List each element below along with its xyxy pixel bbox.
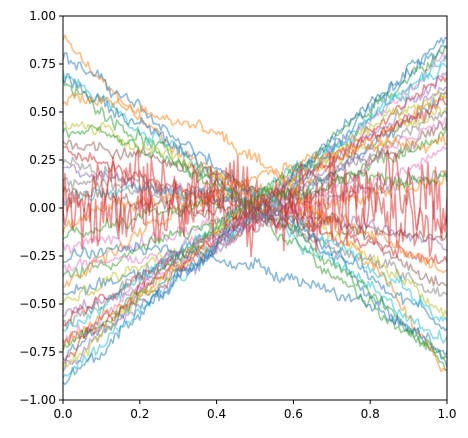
x-tick-label: 0.4 xyxy=(207,407,226,421)
y-tick-label: 0.75 xyxy=(29,57,56,71)
x-tick-label: 0.8 xyxy=(361,407,380,421)
x-tick-label: 1.0 xyxy=(437,407,456,421)
series-line-39 xyxy=(63,92,447,373)
series-line-38 xyxy=(63,145,447,252)
x-axis: 0.0 0.2 0.4 0.6 0.8 1.0 xyxy=(53,400,457,421)
y-tick-label: −0.75 xyxy=(19,345,56,359)
x-tick-label: 0.0 xyxy=(53,407,72,421)
y-axis: −1.00 −0.75 −0.50 −0.25 0.00 0.25 0.50 0.75 1.00 xyxy=(19,9,63,407)
y-tick-label: 0.50 xyxy=(29,105,56,119)
y-tick-label: −0.50 xyxy=(19,297,56,311)
series-line-37 xyxy=(63,150,447,258)
x-tick-label: 0.2 xyxy=(130,407,149,421)
series-line-35 xyxy=(63,186,447,243)
y-tick-label: −0.25 xyxy=(19,249,56,263)
series-line-40 xyxy=(63,241,447,357)
y-tick-label: −1.00 xyxy=(19,393,56,407)
series-line-32 xyxy=(63,133,447,288)
series-layer xyxy=(63,34,447,386)
x-tick-label: 0.6 xyxy=(284,407,303,421)
y-tick-label: 0.00 xyxy=(29,201,56,215)
y-tick-label: 0.25 xyxy=(29,153,56,167)
y-tick-label: 1.00 xyxy=(29,9,56,23)
